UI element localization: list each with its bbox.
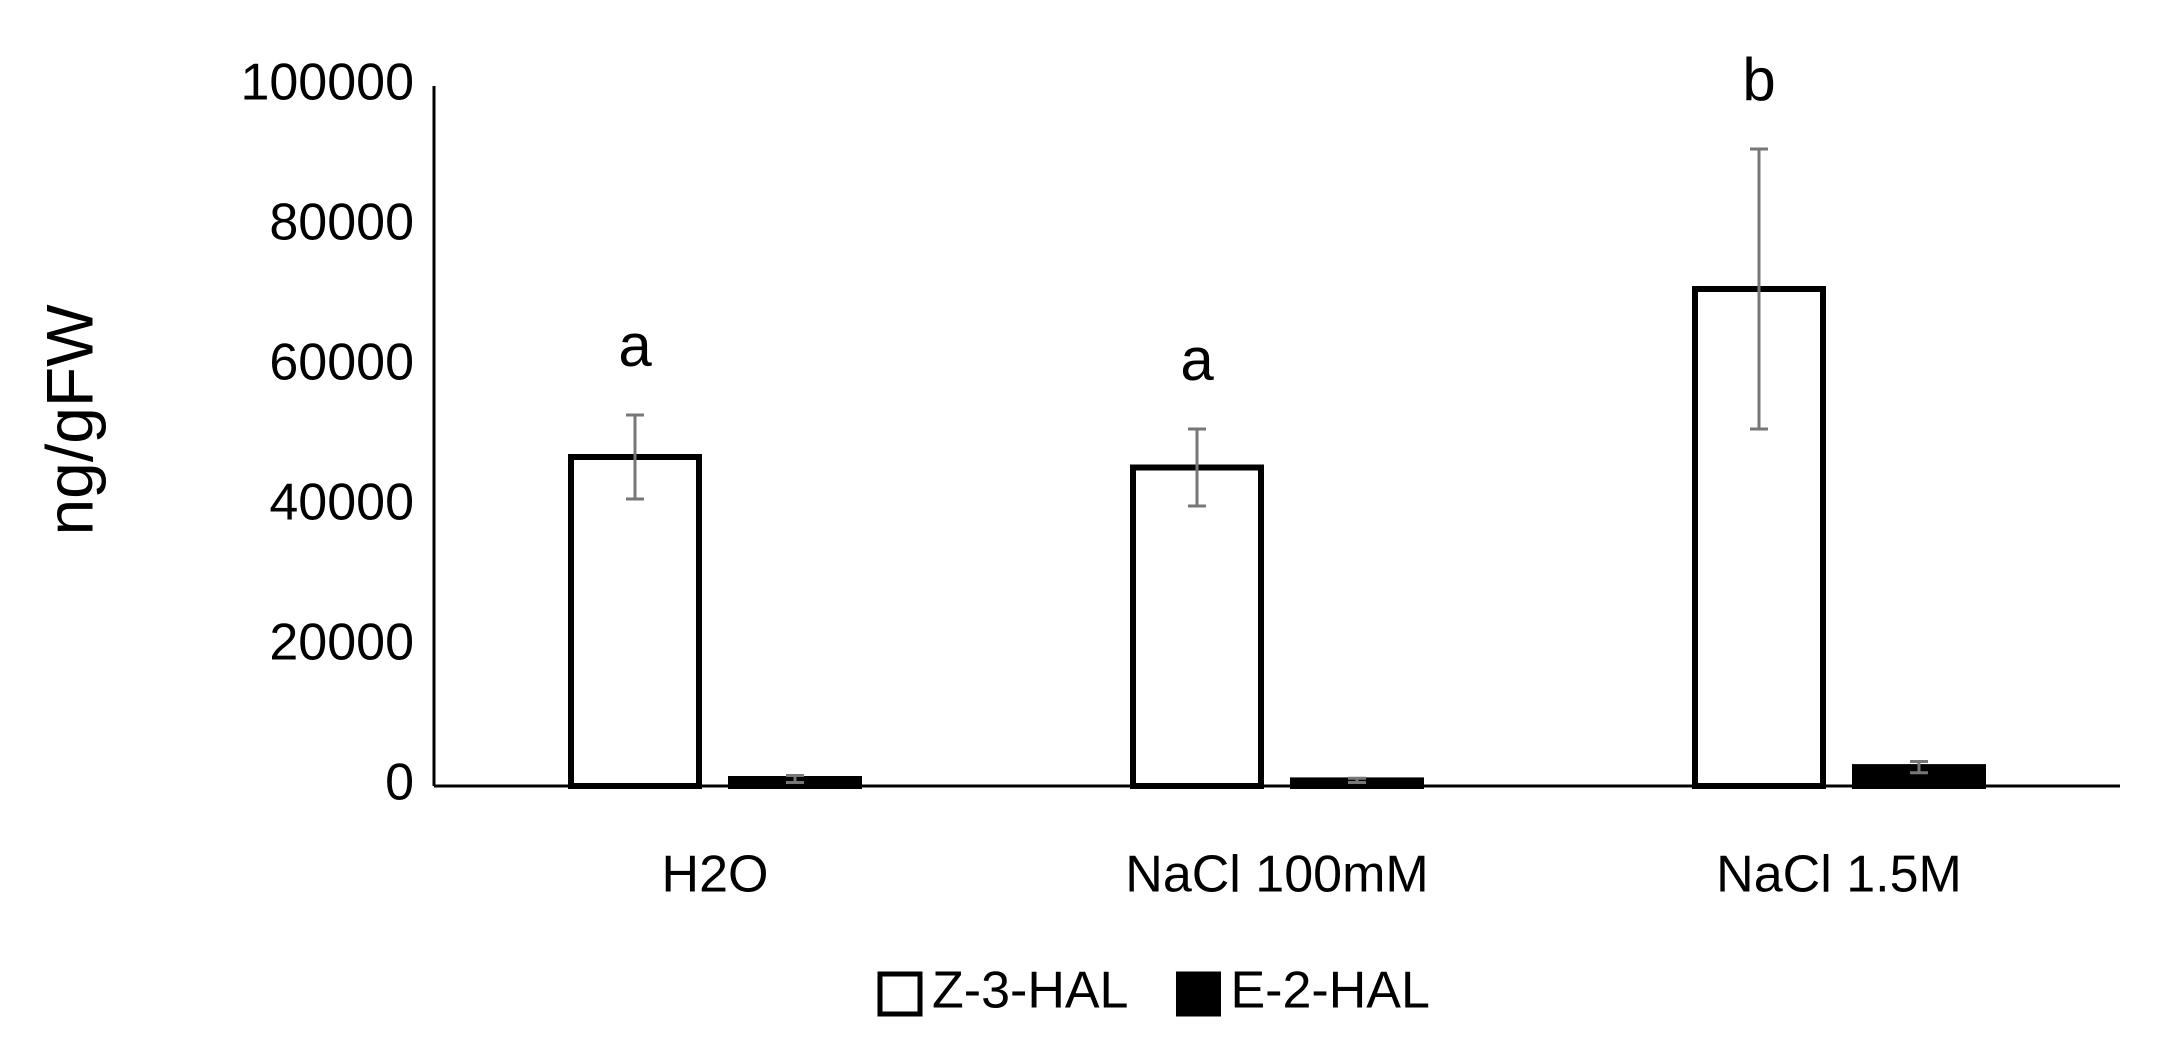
error-bar: [626, 413, 644, 501]
x-tick-label: NaCl 1.5M: [1716, 846, 1962, 904]
error-bar: [1348, 776, 1366, 784]
x-tick-label: NaCl 100mM: [1125, 846, 1428, 904]
y-tick-label: 80000: [269, 194, 414, 252]
error-bar: [1188, 427, 1206, 508]
y-tick-label: 60000: [269, 334, 414, 392]
legend-swatch: [1175, 971, 1221, 1017]
legend-label: Z-3-HAL: [932, 962, 1128, 1020]
bar: [1130, 464, 1264, 789]
y-tick-label: 40000: [269, 474, 414, 532]
y-tick-label: 0: [385, 754, 414, 812]
error-bar: [786, 774, 804, 784]
y-axis-label: ng/gFW: [32, 304, 106, 536]
legend-swatch: [877, 971, 923, 1017]
bar: [1692, 286, 1826, 789]
annotation: a: [1180, 326, 1214, 393]
x-tick-label: H2O: [662, 846, 769, 904]
error-bar: [1750, 147, 1768, 431]
legend-label: E-2-HAL: [1230, 962, 1429, 1020]
error-bar: [1910, 760, 1928, 775]
annotation: b: [1742, 46, 1775, 113]
bar: [568, 454, 702, 789]
annotation: a: [618, 312, 652, 379]
y-tick-label: 100000: [240, 54, 414, 112]
y-tick-label: 20000: [269, 614, 414, 672]
